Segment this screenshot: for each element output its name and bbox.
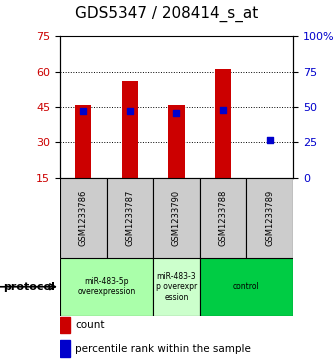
Point (81, 109, 86, 114)
Bar (60, 178, 107, 258)
Bar (60, 340, 71, 357)
Bar (200, 178, 246, 258)
Point (220, 107, 226, 113)
Point (127, 109, 133, 114)
Bar (215, 69, 231, 178)
Text: GSM1233787: GSM1233787 (125, 189, 135, 246)
Bar (107, 178, 153, 258)
Text: protocol: protocol (3, 282, 55, 292)
Bar (168, 105, 184, 178)
Text: GSM1233789: GSM1233789 (265, 190, 274, 246)
Bar (60, 258, 153, 316)
Text: percentile rank within the sample: percentile rank within the sample (75, 344, 251, 354)
Bar (153, 178, 200, 258)
Text: GSM1233790: GSM1233790 (172, 190, 181, 246)
Text: GDS5347 / 208414_s_at: GDS5347 / 208414_s_at (75, 5, 258, 22)
Text: control: control (233, 282, 260, 291)
Text: miR-483-3
p overexpr
ession: miR-483-3 p overexpr ession (156, 272, 197, 302)
Text: GSM1233786: GSM1233786 (79, 189, 88, 246)
Point (267, 137, 272, 143)
Text: count: count (75, 320, 105, 330)
Bar (200, 258, 293, 316)
Text: GSM1233788: GSM1233788 (218, 189, 228, 246)
Bar (60, 317, 71, 333)
Bar (153, 258, 200, 316)
Bar (75, 105, 91, 178)
Point (174, 110, 179, 116)
Text: miR-483-5p
overexpression: miR-483-5p overexpression (78, 277, 136, 297)
Bar (122, 81, 138, 178)
Bar (246, 178, 293, 258)
